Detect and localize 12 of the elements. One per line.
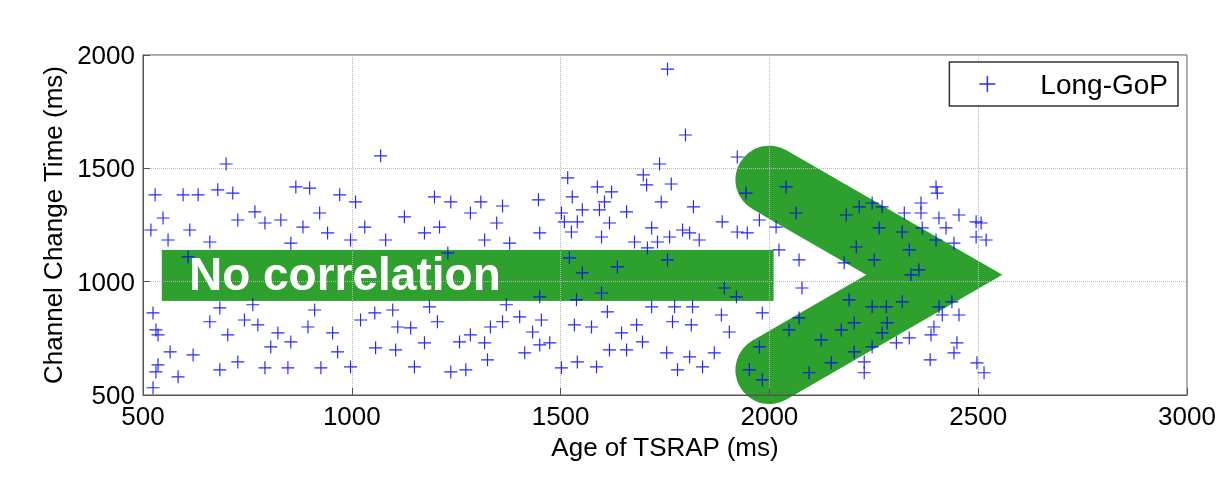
x-tick-label: 3000 (1158, 401, 1216, 431)
y-tick-label: 1000 (77, 266, 135, 297)
x-axis-title: Age of TSRAP (ms) (551, 431, 779, 462)
x-tick-label: 2000 (740, 401, 799, 431)
y-tick-label: 1500 (77, 153, 135, 184)
legend-label: Long-GoP (1040, 68, 1168, 100)
x-tick-label: 1000 (322, 401, 381, 431)
annotation: No correlation (188, 246, 501, 301)
x-tick-label: 2500 (949, 401, 1008, 431)
y-axis-title: Channel Change Time (ms) (38, 66, 69, 384)
x-tick-label: 1500 (531, 401, 590, 431)
y-tick-label: 2000 (77, 40, 135, 70)
